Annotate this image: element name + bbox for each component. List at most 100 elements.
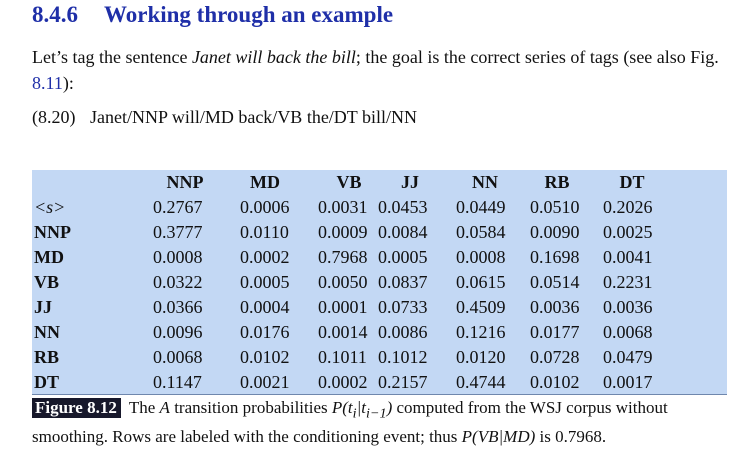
table-cell: 0.1698 [530,247,580,267]
table-cell: 0.0068 [603,322,653,342]
intro-paragraph: Let’s tag the sentence Janet will back t… [32,44,727,96]
table-cell: 0.1216 [456,322,506,342]
figure-caption: Figure 8.12 The A transition probabilitie… [32,396,727,448]
caption-text-4: is 0.7968. [539,427,607,447]
table-cell: 0.7968 [318,247,368,267]
section-number: 8.4.6 [32,2,78,27]
formula-close: ) [386,398,393,417]
table-cell: 0.0025 [603,222,653,242]
numbered-example: (8.20) Janet/NNP will/MD back/VB the/DT b… [32,107,417,128]
caption-text-3: computed from the WSJ corpus without smo… [32,398,668,447]
table-cell: 0.0014 [318,322,368,342]
row-label: <s> [34,197,66,217]
table-cell: 0.0004 [240,297,290,317]
table-row: JJ 0.0366 0.0004 0.0001 0.0733 0.4509 0.0036 0.… [32,295,727,320]
table-header-row: NNP MD VB JJ NN RB DT [32,170,727,195]
column-header-nn: NN [472,172,498,192]
row-label: VB [34,272,60,292]
table-cell: 0.0031 [318,197,368,217]
row-label: NN [34,322,60,342]
table-cell: 0.0584 [456,222,506,242]
column-header-rb: RB [544,172,570,192]
caption-text-2: transition probabilities [174,398,328,417]
figure-label: Figure 8.12 [32,398,121,418]
formula-head: P(t [331,398,353,417]
table-cell: 0.1012 [378,347,428,367]
table-cell: 0.4744 [456,372,506,392]
section-title: Working through an example [104,2,394,27]
table-cell: 0.0102 [240,347,290,367]
table-cell: 0.0322 [153,272,203,292]
table-row: DT 0.1147 0.0021 0.0002 0.2157 0.4744 0.0102 0.… [32,370,727,395]
transition-table: NNP MD VB JJ NN RB DT <s> 0.2767 0.0006 0.0031 0.0… [32,170,727,395]
table-cell: 0.0837 [378,272,428,292]
table-cell: 0.0005 [240,272,290,292]
table-cell: 0.0453 [378,197,428,217]
table-cell: 0.0102 [530,372,580,392]
column-header-dt: DT [619,172,645,192]
table-cell: 0.0021 [240,372,290,392]
example-text: Janet/NNP will/MD back/VB the/DT bill/NN [90,107,417,127]
row-label: DT [34,372,60,392]
table-cell: 0.0514 [530,272,580,292]
table-cell: 0.0615 [456,272,506,292]
column-header-md: MD [250,172,280,192]
table-row: NNP 0.3777 0.0110 0.0009 0.0084 0.0584 0.0090 0… [32,220,727,245]
table-cell: 0.0068 [153,347,203,367]
table-cell: 0.1147 [153,372,202,392]
figure-link[interactable]: 8.11 [32,73,63,93]
table-cell: 0.0177 [530,322,580,342]
row-label: RB [34,347,60,367]
example-number: (8.20) [32,107,76,127]
column-header-vb: VB [336,172,362,192]
table-cell: 0.0017 [603,372,653,392]
table-cell: 0.4509 [456,297,506,317]
table-cell: 0.0084 [378,222,428,242]
table-row: RB 0.0068 0.0102 0.1011 0.1012 0.0120 0.0728 0.… [32,345,727,370]
table-cell: 0.0002 [318,372,368,392]
table-row: VB 0.0322 0.0005 0.0050 0.0837 0.0615 0.0514 0.… [32,270,727,295]
table-cell: 0.0009 [318,222,368,242]
table-cell: 0.3777 [153,222,203,242]
table-cell: 0.0005 [378,247,428,267]
table-cell: 0.0041 [603,247,653,267]
table-cell: 0.0002 [240,247,290,267]
table-cell: 0.0001 [318,297,368,317]
table-cell: 0.0366 [153,297,203,317]
table-cell: 0.0036 [603,297,653,317]
table-cell: 0.2026 [603,197,653,217]
table-cell: 0.0050 [318,272,368,292]
table-cell: 0.0036 [530,297,580,317]
row-label: MD [34,247,64,267]
table-cell: 0.0510 [530,197,580,217]
table-cell: 0.0120 [456,347,506,367]
table-cell: 0.0096 [153,322,203,342]
caption-formula-2: P(VB|MD) [461,427,536,447]
table-cell: 0.0176 [240,322,290,342]
table-row: <s> 0.2767 0.0006 0.0031 0.0453 0.0449 0.0510 0… [32,195,727,220]
table-row: MD 0.0008 0.0002 0.7968 0.0005 0.0008 0.1698 0.… [32,245,727,270]
table-cell: 0.0449 [456,197,506,217]
table-cell: 0.2157 [378,372,428,392]
table-cell: 0.0733 [378,297,428,317]
section-heading: 8.4.6 Working through an example [32,2,393,28]
table-cell: 0.0110 [240,222,289,242]
column-header-jj: JJ [401,172,419,192]
table-cell: 0.0008 [153,247,203,267]
caption-formula-1: P(ti|ti−1) [331,398,393,421]
table-cell: 0.2767 [153,197,203,217]
table-cell: 0.0728 [530,347,580,367]
table-cell: 0.0090 [530,222,580,242]
intro-lead: Let’s tag the sentence [32,47,188,67]
example-sentence: Janet will back the bill [191,47,356,67]
table-cell: 0.0086 [378,322,428,342]
table-cell: 0.0008 [456,247,506,267]
caption-text-1: The [128,398,156,417]
table-cell: 0.0479 [603,347,653,367]
caption-matrix-a: A [159,398,170,417]
formula-sub-i-1: i−1 [366,405,387,422]
table-cell: 0.0006 [240,197,290,217]
row-label: JJ [34,297,52,317]
column-header-nnp: NNP [166,172,204,192]
formula-sub-i: i [352,405,357,422]
